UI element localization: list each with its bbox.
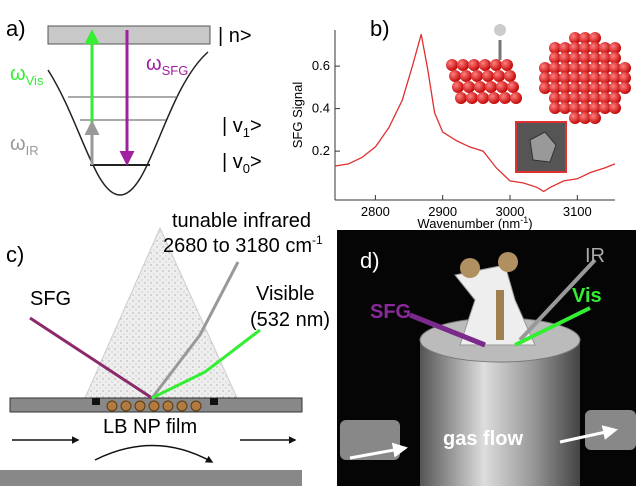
flow-text: gas flow — [443, 428, 523, 450]
ir-text: IR — [585, 245, 605, 267]
text: 2680 to 3180 cm — [163, 235, 312, 257]
sub: 0 — [243, 161, 250, 176]
figure: a) | n> ωSFG ωVis ωIR | v1> | v0> b) SFG… — [0, 0, 636, 486]
sphere — [490, 59, 502, 71]
sphere — [493, 70, 505, 82]
sub: IR — [26, 143, 39, 158]
panel-a: a) | n> ωSFG ωVis ωIR | v1> | v0> — [6, 16, 262, 195]
omega-label: ωSFG — [146, 53, 188, 78]
x-tick-label: 3000 — [496, 204, 525, 219]
base — [0, 470, 302, 486]
sphere — [619, 82, 631, 94]
state-label: | v1> — [222, 115, 262, 140]
sphere — [455, 92, 467, 104]
visible-text: Visible — [256, 283, 315, 305]
ir-text: tunable infrared — [172, 210, 311, 232]
screw — [460, 258, 480, 278]
omega-label: ωIR — [10, 133, 39, 158]
x-tick-label: 2900 — [428, 204, 457, 219]
symbol: ω — [146, 53, 162, 75]
y-tick-label: 0.6 — [312, 58, 330, 73]
sphere — [507, 81, 519, 93]
sphere — [609, 102, 621, 114]
sphere — [510, 92, 522, 104]
sphere — [477, 92, 489, 104]
virtual-state — [48, 26, 210, 44]
panel-c: c) tunable infrared 2680 to 3180 cm-1 SF… — [0, 210, 330, 486]
x-tick-label: 2800 — [361, 204, 390, 219]
sphere — [457, 59, 469, 71]
nanoparticle-illustration — [446, 24, 631, 172]
sphere — [589, 112, 601, 124]
sphere — [460, 70, 472, 82]
sphere — [485, 81, 497, 93]
sphere — [496, 81, 508, 93]
pre: | v — [222, 151, 243, 173]
sphere — [482, 70, 494, 82]
sphere — [449, 70, 461, 82]
flow-arrow — [95, 445, 212, 462]
sphere — [501, 59, 513, 71]
y-tick-label: 0.2 — [312, 143, 330, 158]
panel-d: d) IR SFG Vis gas flow — [337, 230, 636, 486]
sphere — [474, 81, 486, 93]
post: > — [250, 115, 262, 137]
sphere — [452, 81, 464, 93]
panel-label: b) — [370, 16, 390, 41]
sphere — [446, 59, 458, 71]
sphere — [479, 59, 491, 71]
screw — [498, 252, 518, 272]
panel-label: c) — [6, 242, 24, 267]
panel-b: b) SFG Signal Wavenumber (nm-1) 0.20.40.… — [290, 16, 631, 231]
sphere — [471, 70, 483, 82]
sfg-text: SFG — [30, 288, 71, 310]
state-label: | n> — [218, 25, 252, 47]
sfg-text: SFG — [370, 301, 411, 323]
film-text: LB NP film — [103, 416, 197, 438]
sphere — [468, 59, 480, 71]
state-label: | v0> — [222, 151, 262, 176]
y-tick-label: 0.4 — [312, 101, 330, 116]
sub: 1 — [243, 125, 250, 140]
sphere — [488, 92, 500, 104]
x-tick-label: 3100 — [563, 204, 592, 219]
symbol: ω — [10, 133, 26, 155]
pad — [210, 398, 218, 405]
sphere — [463, 81, 475, 93]
wavelength-text: (532 nm) — [250, 309, 330, 331]
sphere — [499, 92, 511, 104]
sub: Vis — [26, 73, 44, 88]
panel-label: a) — [6, 16, 26, 41]
pre: | v — [222, 115, 243, 137]
post: ) — [528, 216, 532, 231]
vis-text: Vis — [572, 285, 602, 307]
sup: -1 — [312, 233, 323, 247]
screw — [496, 290, 504, 340]
y-axis-label: SFG Signal — [290, 82, 305, 149]
panel-label: d) — [360, 248, 380, 273]
pad — [92, 398, 100, 405]
sphere — [466, 92, 478, 104]
ir-range: 2680 to 3180 cm-1 — [163, 233, 323, 257]
sub: SFG — [162, 63, 189, 78]
symbol: ω — [10, 63, 26, 85]
sphere — [504, 70, 516, 82]
omega-label: ωVis — [10, 63, 44, 88]
post: > — [250, 151, 262, 173]
